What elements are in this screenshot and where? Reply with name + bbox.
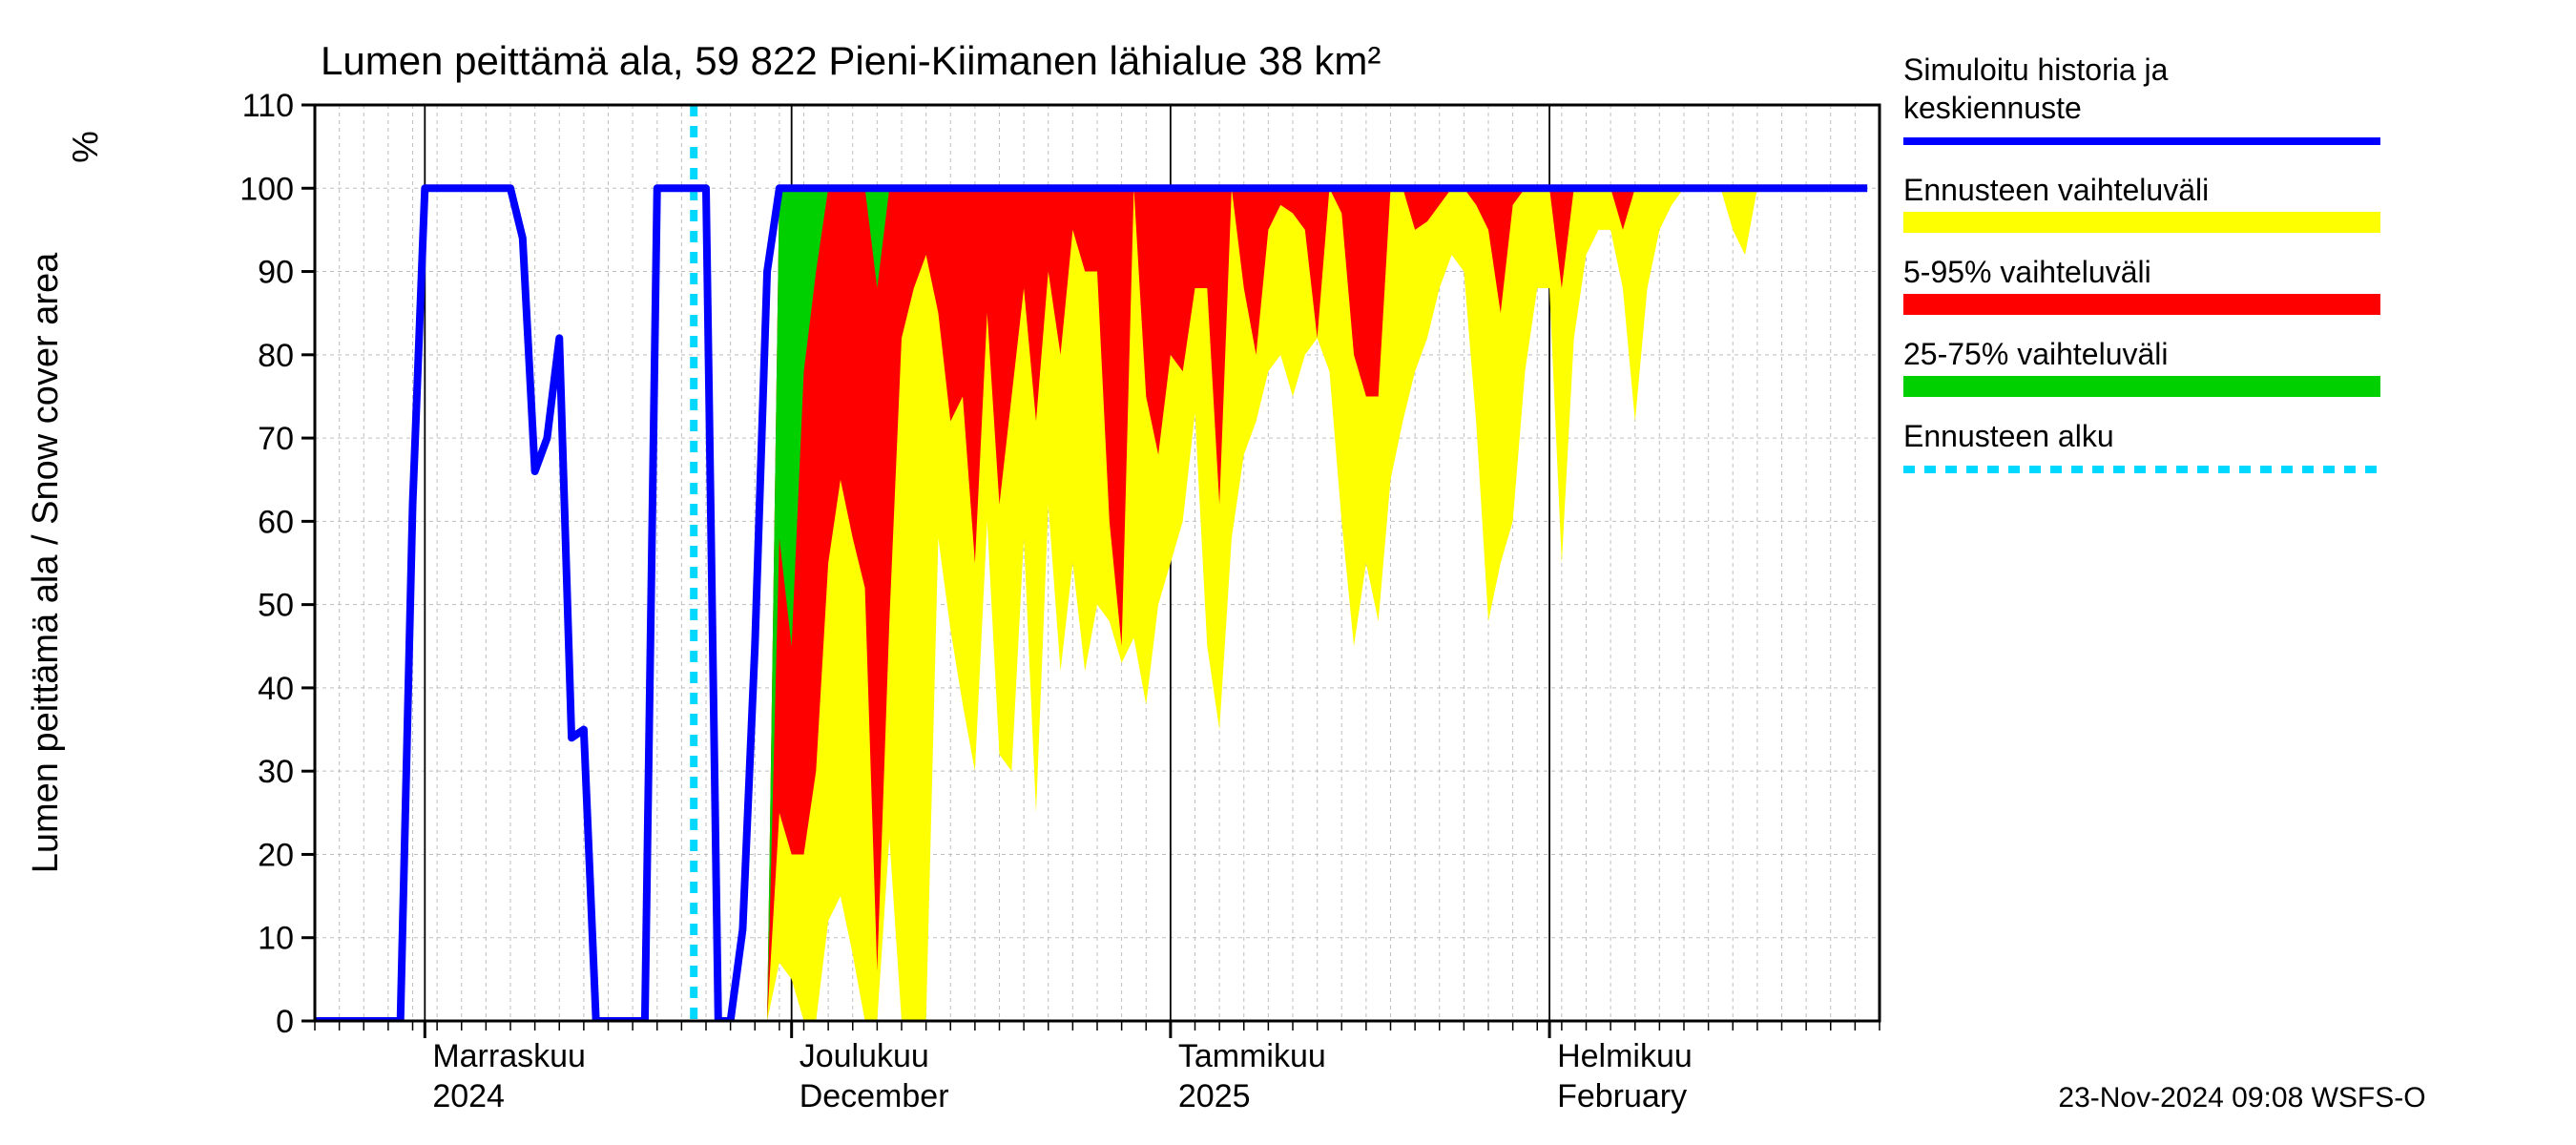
xtick-label-top: Joulukuu: [800, 1038, 929, 1074]
xtick-label-top: Marraskuu: [432, 1038, 586, 1074]
ytick-label: 100: [239, 171, 294, 207]
ytick-label: 80: [258, 338, 294, 374]
ytick-label: 70: [258, 421, 294, 457]
ytick-label: 30: [258, 754, 294, 790]
legend-label: 25-75% vaihteluväli: [1903, 337, 2169, 371]
ytick-label: 50: [258, 588, 294, 624]
ytick-label: 40: [258, 671, 294, 707]
ytick-label: 110: [242, 88, 294, 124]
xtick-label-top: Tammikuu: [1178, 1038, 1326, 1074]
xtick-label-bottom: February: [1557, 1078, 1687, 1114]
xtick-label-bottom: 2024: [432, 1078, 505, 1114]
footer-timestamp: 23-Nov-2024 09:08 WSFS-O: [2058, 1082, 2425, 1114]
legend-swatch-band: [1903, 294, 2380, 315]
ytick-label: 20: [258, 837, 294, 873]
ytick-label: 60: [258, 504, 294, 540]
xtick-label-bottom: 2025: [1178, 1078, 1251, 1114]
chart-title: Lumen peittämä ala, 59 822 Pieni-Kiimane…: [321, 38, 1381, 83]
snow-cover-chart: 0 10 20 30 40 50 60 70 80 90 100 110 Marraskuu 2024 Jo…: [0, 0, 2576, 1145]
legend-swatch-band: [1903, 212, 2380, 233]
xtick-label-bottom: December: [800, 1078, 949, 1114]
ytick-label: 0: [276, 1004, 294, 1040]
legend-label: Ennusteen vaihteluväli: [1903, 173, 2209, 207]
ytick-label: 10: [258, 921, 294, 957]
xtick-label-top: Helmikuu: [1557, 1038, 1693, 1074]
y-axis-label-1: Lumen peittämä ala / Snow cover area: [26, 252, 66, 873]
y-axis-label-2: %: [66, 131, 106, 163]
legend-label: keskiennuste: [1903, 91, 2082, 125]
ytick-label: 90: [258, 255, 294, 291]
legend-swatch-band: [1903, 376, 2380, 397]
legend-label: 5-95% vaihteluväli: [1903, 255, 2151, 289]
legend-label: Ennusteen alku: [1903, 419, 2114, 453]
legend-label: Simuloitu historia ja: [1903, 52, 2169, 87]
